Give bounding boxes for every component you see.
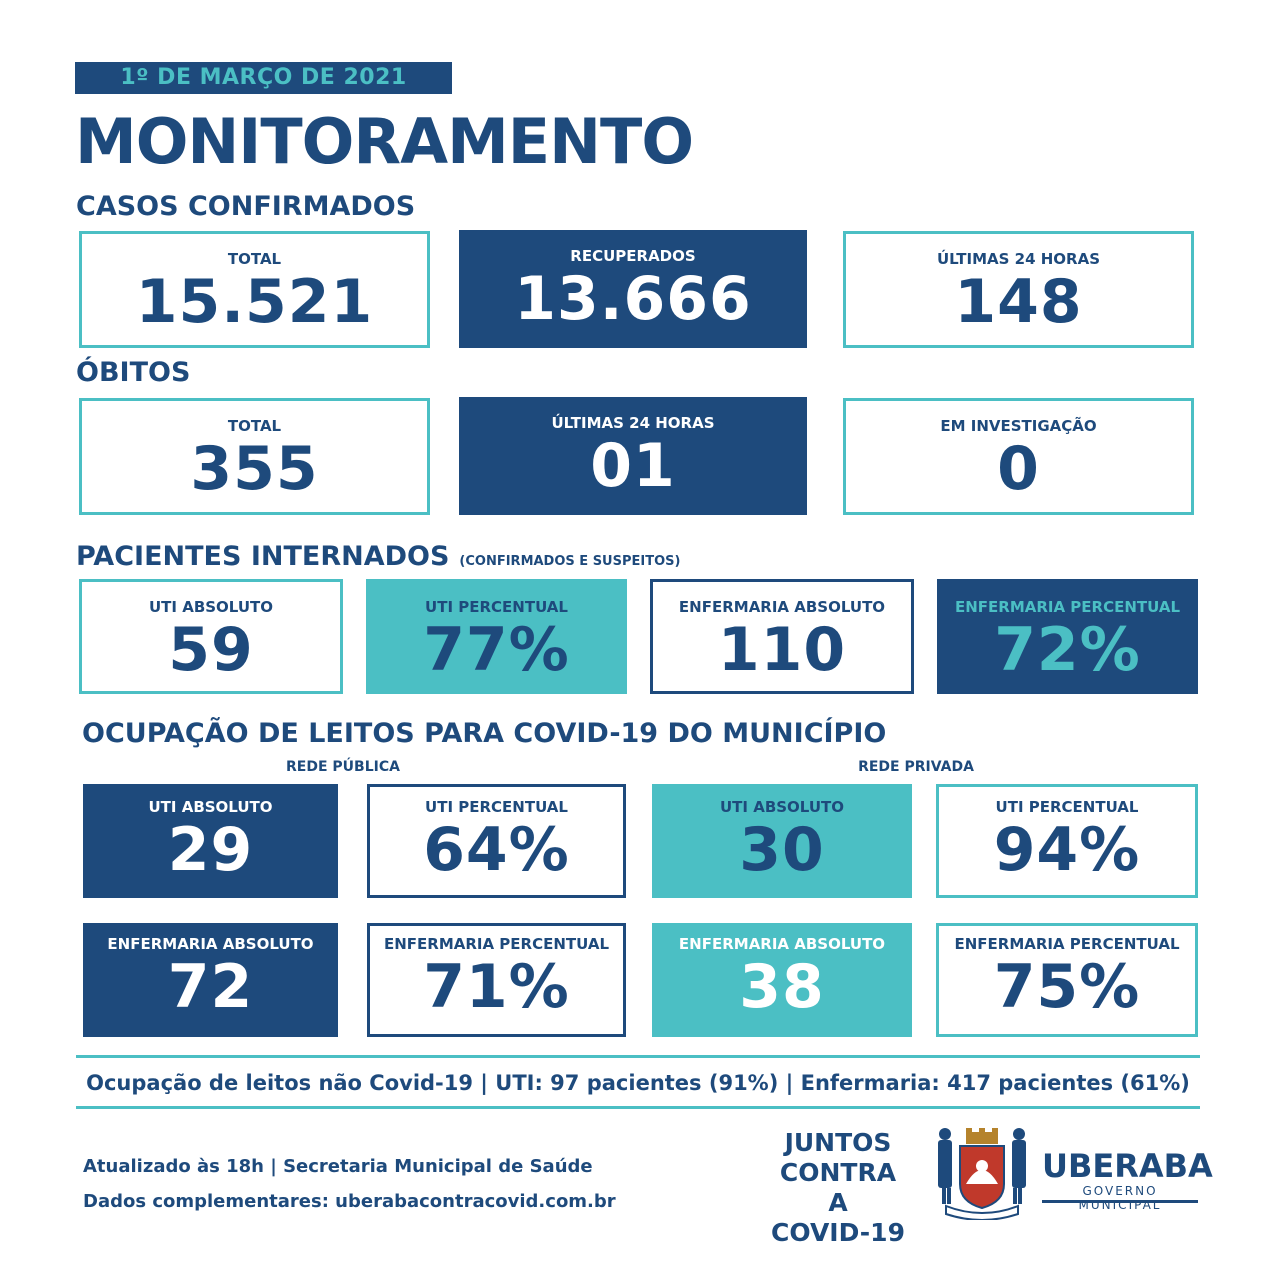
slogan-line: CONTRA A <box>779 1158 897 1217</box>
card-label: UTI PERCENTUAL <box>425 798 568 816</box>
brand-name: UBERABA <box>1042 1147 1213 1185</box>
card-value: 38 <box>739 952 825 1022</box>
card-label: RECUPERADOS <box>570 247 696 265</box>
card-value: 29 <box>167 815 254 885</box>
divider-top <box>76 1055 1200 1058</box>
private-network-label: REDE PRIVADA <box>858 759 974 775</box>
footer-more-info: Dados complementares: uberabacontracovid… <box>83 1191 616 1212</box>
private-uti-abs-card: UTI ABSOLUTO 30 <box>652 784 912 898</box>
card-label: UTI PERCENTUAL <box>425 598 568 616</box>
brand-underline <box>1042 1200 1198 1203</box>
card-value: 72 <box>167 952 254 1022</box>
card-label: ENFERMARIA PERCENTUAL <box>954 598 1181 616</box>
card-label: ENFERMARIA ABSOLUTO <box>678 935 886 953</box>
slogan-line: COVID-19 <box>771 1218 905 1247</box>
card-value: 75% <box>993 952 1141 1022</box>
card-value: 64% <box>423 815 570 885</box>
card-value: 72% <box>994 615 1141 685</box>
campaign-slogan: JUNTOS CONTRA A COVID-19 <box>770 1128 906 1248</box>
confirmed-recovered-card: RECUPERADOS 13.666 <box>459 230 807 348</box>
card-label: ÚLTIMAS 24 HORAS <box>937 250 1100 268</box>
card-label: UTI ABSOLUTO <box>148 798 273 816</box>
card-label: UTI PERCENTUAL <box>995 798 1139 816</box>
deaths-24h-card: ÚLTIMAS 24 HORAS 01 <box>459 397 807 515</box>
coat-of-arms-icon <box>938 1128 1026 1220</box>
deaths-heading: ÓBITOS <box>76 357 191 388</box>
public-uti-pct-card: UTI PERCENTUAL 64% <box>367 784 626 898</box>
card-label: TOTAL <box>227 250 282 268</box>
private-enf-pct-card: ENFERMARIA PERCENTUAL 75% <box>936 923 1198 1037</box>
slogan-line: JUNTOS <box>784 1128 892 1157</box>
card-value: 13.666 <box>514 264 752 334</box>
inpatients-heading: PACIENTES INTERNADOS (CONFIRMADOS E SUSPE… <box>76 540 680 579</box>
private-uti-pct-card: UTI PERCENTUAL 94% <box>936 784 1198 898</box>
inpatients-enf-pct-card: ENFERMARIA PERCENTUAL 72% <box>937 579 1198 694</box>
public-network-label: REDE PÚBLICA <box>286 759 400 775</box>
card-value: 148 <box>954 267 1083 337</box>
deaths-total-card: TOTAL 355 <box>79 398 430 515</box>
inpatients-heading-text: PACIENTES INTERNADOS <box>76 541 450 572</box>
card-value: 71% <box>423 952 570 1022</box>
deaths-investigation-card: EM INVESTIGAÇÃO 0 <box>843 398 1194 515</box>
card-value: 0 <box>997 434 1040 504</box>
card-label: TOTAL <box>227 417 282 435</box>
non-covid-occupancy: Ocupação de leitos não Covid-19 | UTI: 9… <box>86 1071 1190 1095</box>
public-uti-abs-card: UTI ABSOLUTO 29 <box>83 784 338 898</box>
date-banner: 1º DE MARÇO DE 2021 <box>75 62 452 94</box>
card-label: ENFERMARIA PERCENTUAL <box>954 935 1180 953</box>
card-value: 94% <box>993 815 1141 885</box>
public-enf-pct-card: ENFERMARIA PERCENTUAL 71% <box>367 923 626 1037</box>
public-enf-abs-card: ENFERMARIA ABSOLUTO 72 <box>83 923 338 1037</box>
card-value: 77% <box>423 615 570 685</box>
card-label: ENFERMARIA PERCENTUAL <box>383 935 610 953</box>
card-label: ÚLTIMAS 24 HORAS <box>551 414 715 432</box>
card-value: 59 <box>168 615 254 685</box>
card-value: 110 <box>717 615 847 685</box>
card-value: 15.521 <box>135 267 374 337</box>
inpatients-uti-pct-card: UTI PERCENTUAL 77% <box>366 579 627 694</box>
card-value: 355 <box>190 434 319 504</box>
card-value: 01 <box>590 431 676 501</box>
occupancy-heading: OCUPAÇÃO DE LEITOS PARA COVID-19 DO MUNI… <box>82 718 887 749</box>
inpatients-note: (CONFIRMADOS E SUSPEITOS) <box>459 554 681 569</box>
brand-subtitle: GOVERNO MUNICIPAL <box>1078 1184 1162 1212</box>
card-value: 30 <box>739 815 825 885</box>
confirmed-total-card: TOTAL 15.521 <box>79 231 430 348</box>
card-label: UTI ABSOLUTO <box>149 598 273 616</box>
confirmed-heading: CASOS CONFIRMADOS <box>76 191 416 222</box>
private-enf-abs-card: ENFERMARIA ABSOLUTO 38 <box>652 923 912 1037</box>
confirmed-24h-card: ÚLTIMAS 24 HORAS 148 <box>843 231 1194 348</box>
card-label: UTI ABSOLUTO <box>720 798 844 816</box>
card-label: ENFERMARIA ABSOLUTO <box>107 935 314 953</box>
footer-updated: Atualizado às 18h | Secretaria Municipal… <box>83 1156 593 1177</box>
divider-bottom <box>76 1106 1200 1109</box>
inpatients-enf-abs-card: ENFERMARIA ABSOLUTO 110 <box>650 579 914 694</box>
card-label: EM INVESTIGAÇÃO <box>940 417 1097 435</box>
inpatients-uti-abs-card: UTI ABSOLUTO 59 <box>79 579 343 694</box>
card-label: ENFERMARIA ABSOLUTO <box>678 598 886 616</box>
page-title: MONITORAMENTO <box>75 105 694 178</box>
